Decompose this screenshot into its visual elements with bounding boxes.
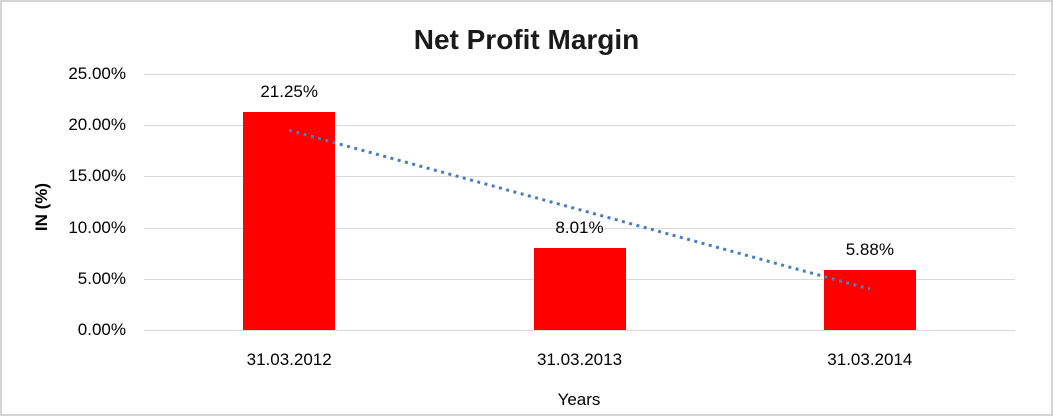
data-label: 8.01% (555, 217, 604, 237)
bar-31.03.2012 (243, 112, 336, 330)
plot-area: 21.25% 8.01% 5.88% (144, 74, 1015, 331)
y-tick-label: 15.00% (68, 166, 126, 186)
x-axis-title: Years (557, 390, 601, 409)
y-tick-label: 0.00% (77, 320, 126, 339)
gridline (144, 125, 1015, 127)
data-label: 5.88% (845, 239, 894, 259)
y-tick-label: 5.00% (77, 268, 126, 288)
gridline (144, 227, 1015, 229)
chart-title: Net Profit Margin (413, 24, 640, 55)
x-tick-label: 31.03.2014 (827, 350, 913, 369)
bar-31.03.2014 (823, 269, 916, 330)
x-tick-label: 31.03.2013 (536, 350, 623, 369)
x-tick-label: 31.03.2012 (246, 350, 332, 369)
y-tick-label: 20.00% (68, 115, 126, 135)
trendline (288, 128, 871, 291)
gridline (144, 330, 1015, 331)
data-label: 21.25% (260, 82, 318, 102)
bar-31.03.2013 (533, 247, 626, 330)
y-tick-label: 25.00% (68, 64, 126, 83)
gridline (144, 74, 1015, 75)
y-tick-label: 10.00% (68, 217, 126, 237)
gridline (144, 176, 1015, 178)
y-axis-title: IN (%) (32, 182, 51, 232)
